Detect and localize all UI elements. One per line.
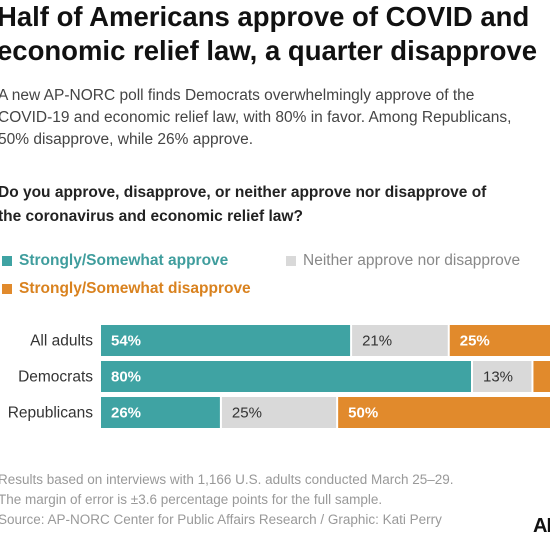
chart-subtitle: A new AP-NORC poll finds Democrats overw… (0, 85, 550, 151)
data-label-approve-all-adults: 54% (111, 333, 141, 350)
bar-disapprove-all-adults (449, 325, 550, 356)
question-line-1: Do you approve, disapprove, or neither a… (0, 184, 487, 201)
stacked-bar-chart: All adults 54% 21% 25% Democrats 80% 13% Republ… (8, 325, 550, 428)
data-label-approve-democrats: 80% (111, 369, 141, 386)
subtitle-line-2: COVID-19 and economic relief law, with 8… (0, 109, 512, 126)
data-label-neither-republicans: 25% (232, 405, 262, 422)
bar-approve-democrats (101, 361, 471, 392)
bar-disapprove-democrats (533, 361, 550, 392)
bar-neither-democrats (473, 361, 532, 392)
legend-label-disapprove: Strongly/Somewhat disapprove (19, 280, 251, 297)
legend-item-neither: Neither approve nor disapprove (286, 252, 520, 270)
legend-label-neither: Neither approve nor disapprove (303, 252, 521, 269)
title-line-1: Half of Americans approve of COVID and (0, 1, 530, 32)
title-line-2: economic relief law, a quarter disapprov… (0, 35, 537, 66)
bar-neither-republicans (221, 397, 337, 428)
legend-item-disapprove: Strongly/Somewhat disapprove (2, 280, 251, 298)
footer-note-line-2: The margin of error is ±3.6 percentage p… (0, 492, 383, 507)
survey-question: Do you approve, disapprove, or neither a… (0, 181, 550, 229)
bar-approve-republicans (101, 397, 220, 428)
data-label-disapprove-all-adults: 25% (460, 333, 490, 350)
question-line-2: the coronavirus and economic relief law? (0, 208, 303, 225)
data-label-neither-all-adults: 21% (362, 333, 392, 350)
footer-source: Source: AP-NORC Center for Public Affair… (0, 512, 442, 527)
legend-swatch-neither (286, 256, 296, 266)
data-label-neither-democrats: 13% (483, 369, 513, 386)
data-label-approve-republicans: 26% (111, 405, 141, 422)
chart-footer: Results based on interviews with 1,166 U… (0, 470, 550, 530)
bar-neither-all-adults (352, 325, 448, 356)
bar-approve-all-adults (101, 325, 351, 356)
footer-note-line-1: Results based on interviews with 1,166 U… (0, 472, 454, 487)
chart-title: Half of Americans approve of COVID and e… (0, 0, 550, 68)
subtitle-line-1: A new AP-NORC poll finds Democrats overw… (0, 87, 475, 104)
category-label-republicans: Republicans (8, 405, 94, 422)
legend-swatch-disapprove (2, 284, 12, 294)
category-label-democrats: Democrats (18, 369, 93, 386)
ap-logo: AP (533, 515, 550, 537)
subtitle-line-3: 50% disapprove, while 26% approve. (0, 131, 254, 148)
legend-swatch-approve (2, 256, 12, 266)
legend-label-approve: Strongly/Somewhat approve (19, 252, 229, 269)
data-label-disapprove-republicans: 50% (348, 405, 378, 422)
category-label-all-adults: All adults (30, 333, 93, 350)
legend-item-approve: Strongly/Somewhat approve (2, 252, 228, 270)
bar-disapprove-republicans (338, 397, 550, 428)
